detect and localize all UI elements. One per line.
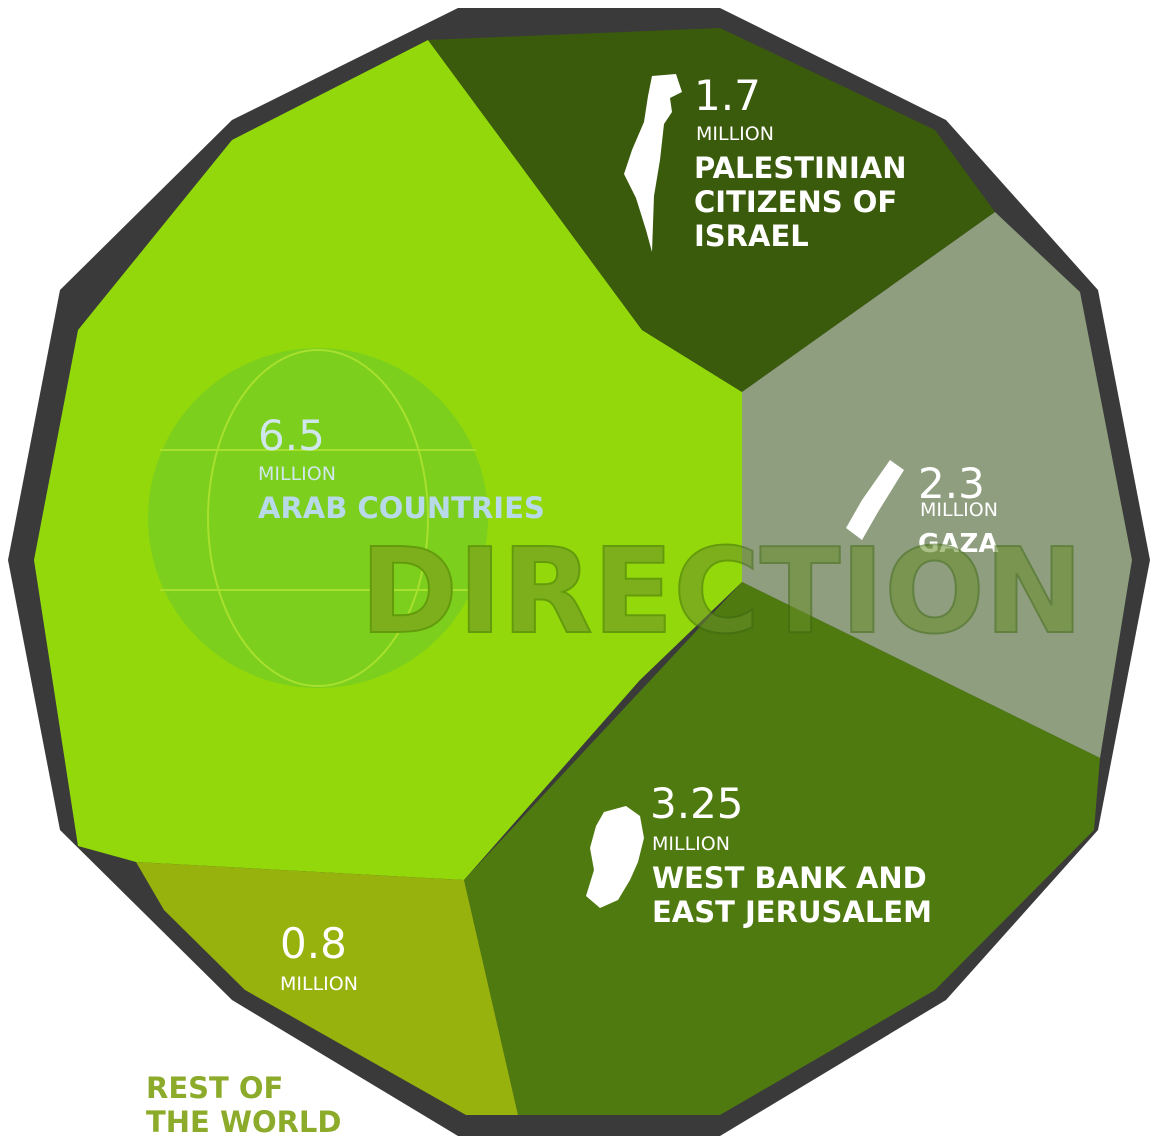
unit-gaza: MILLION <box>920 499 998 521</box>
label-arab-countries: ARAB COUNTRIES <box>258 491 545 525</box>
value-rest-of-world: 0.8 <box>280 919 347 968</box>
label-palestinian-citizens-line1: PALESTINIAN <box>694 151 907 185</box>
value-palestinian-citizens: 1.7 <box>694 71 761 120</box>
direction-watermark: DIRECTION <box>148 348 1084 688</box>
value-west-bank: 3.25 <box>650 779 744 828</box>
slice-arab-countries <box>34 40 742 880</box>
label-gaza: GAZA <box>918 529 998 559</box>
west-bank-map-icon <box>586 806 644 908</box>
slice-palestinian-citizens-of-israel <box>428 28 995 392</box>
label-west-bank-line1: WEST BANK AND <box>652 861 927 895</box>
unit-arab-countries: MILLION <box>258 463 336 485</box>
value-arab-countries: 6.5 <box>258 411 325 460</box>
label-rest-of-world-line2: THE WORLD <box>146 1105 341 1137</box>
watermark-globe-icon <box>148 348 488 688</box>
slice-rest-of-the-world <box>136 862 518 1115</box>
label-west-bank-line2: EAST JERUSALEM <box>652 895 932 929</box>
label-rest-of-world-line1: REST OF <box>146 1071 283 1105</box>
slice-gaza <box>742 212 1132 758</box>
gaza-map-icon <box>846 460 904 540</box>
unit-palestinian-citizens: MILLION <box>696 123 774 145</box>
unit-west-bank: MILLION <box>652 833 730 855</box>
israel-map-icon <box>624 74 682 252</box>
label-palestinian-citizens-line3: ISRAEL <box>694 219 809 253</box>
unit-rest-of-world: MILLION <box>280 973 358 995</box>
value-gaza: 2.3 <box>918 459 985 508</box>
watermark-globe-meridian <box>207 349 429 687</box>
label-palestinian-citizens-line2: CITIZENS OF <box>694 185 897 219</box>
watermark-text: DIRECTION <box>360 522 1083 660</box>
slice-west-bank-east-jerusalem <box>464 582 1100 1115</box>
